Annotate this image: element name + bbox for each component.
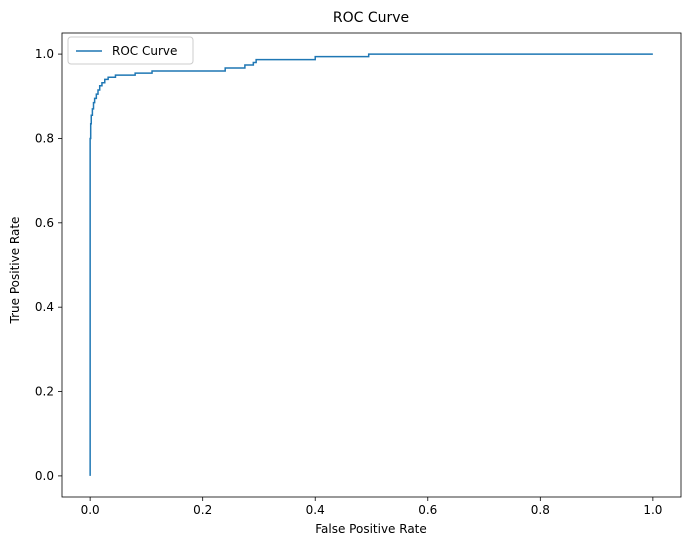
legend: ROC Curve bbox=[67, 36, 194, 65]
x-tick-label: 1.0 bbox=[643, 503, 662, 517]
legend-label: ROC Curve bbox=[112, 44, 177, 58]
y-tick-label: 1.0 bbox=[35, 47, 54, 61]
x-tick-label: 0.8 bbox=[531, 503, 550, 517]
y-axis-label: True Positive Rate bbox=[8, 217, 22, 325]
y-tick-label: 0.0 bbox=[35, 469, 54, 483]
x-tick-label: 0.2 bbox=[193, 503, 212, 517]
y-tick-label: 0.6 bbox=[35, 216, 54, 230]
y-tick-label: 0.2 bbox=[35, 385, 54, 399]
x-tick-label: 0.4 bbox=[306, 503, 325, 517]
chart-title: ROC Curve bbox=[333, 10, 409, 26]
x-tick-label: 0.0 bbox=[81, 503, 100, 517]
roc-curve-line bbox=[89, 53, 653, 476]
x-axis-label: False Positive Rate bbox=[315, 522, 427, 536]
y-tick-label: 0.4 bbox=[35, 300, 54, 314]
axis-ticks: 0.0 0.2 0.4 0.6 0.8 1.0 0.0 0.2 0.4 0.6 0.8 1.0 bbox=[35, 47, 663, 517]
plot-frame bbox=[61, 32, 682, 498]
y-tick-label: 0.8 bbox=[35, 131, 54, 145]
plot-area bbox=[61, 32, 682, 498]
x-tick-label: 0.6 bbox=[418, 503, 437, 517]
legend-box bbox=[67, 36, 194, 65]
